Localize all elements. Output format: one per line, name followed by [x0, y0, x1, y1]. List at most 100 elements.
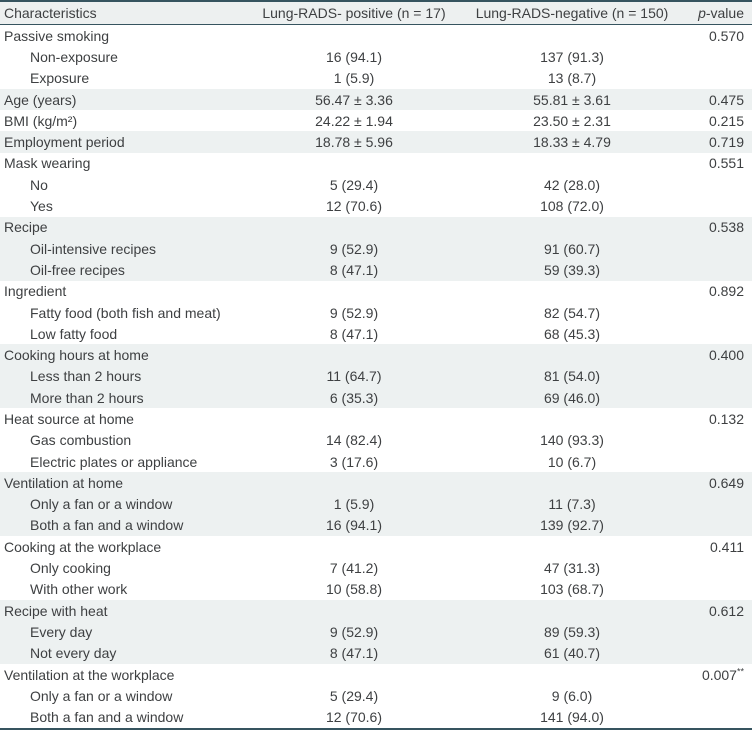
- positive-group-value-cell: [248, 600, 460, 622]
- negative-group-value-cell: 61 (40.7): [460, 642, 684, 664]
- negative-group-value-cell: [460, 344, 684, 366]
- pvalue-cell: 0.215: [708, 112, 744, 129]
- table-row-subcategory: Less than 2 hours 11 (64.7) 81 (54.0): [0, 365, 752, 388]
- table-row-characteristic: Ingredient 0.892: [0, 281, 752, 302]
- table-row-subcategory: Electric plates or appliance 3 (17.6) 10 (…: [0, 451, 752, 472]
- positive-group-value-cell: 10 (58.8): [325, 581, 383, 598]
- pvalue-cell: [684, 237, 752, 260]
- pvalue-cell: [684, 493, 752, 515]
- negative-group-value-cell: 59 (39.3): [460, 259, 684, 281]
- characteristic-cell: BMI (kg/m²): [4, 112, 78, 129]
- negative-group-value-cell: 69 (46.0): [460, 387, 684, 409]
- pvalue-cell: [684, 365, 752, 388]
- table-row-characteristic: Cooking at the workplace 0.411: [0, 536, 752, 557]
- negative-group-value-cell: 13 (8.7): [547, 70, 597, 87]
- characteristic-cell: Heat source at home: [4, 410, 134, 427]
- characteristic-cell: No: [30, 176, 48, 193]
- positive-group-value-cell: 14 (82.4): [325, 432, 383, 449]
- characteristic-cell: Oil-intensive recipes: [0, 237, 248, 260]
- characteristic-cell: Cooking at the workplace: [4, 538, 162, 555]
- negative-group-value-cell: [460, 25, 684, 47]
- characteristic-cell: Only a fan or a window: [0, 493, 248, 515]
- positive-group-value-cell: 8 (47.1): [248, 642, 460, 664]
- characteristic-cell: With other work: [30, 581, 128, 598]
- table-row-subcategory: Only a fan or a window 1 (5.9) 11 (7.3): [0, 493, 752, 515]
- negative-group-value-cell: 108 (72.0): [540, 198, 604, 215]
- table-row-subcategory: Non-exposure 16 (94.1) 137 (91.3): [0, 46, 752, 67]
- table-row-subcategory: Every day 9 (52.9) 89 (59.3): [0, 621, 752, 643]
- pvalue-cell: [684, 323, 752, 344]
- characteristic-cell: Low fatty food: [30, 325, 118, 342]
- table-row-characteristic: Passive smoking 0.570: [0, 25, 752, 47]
- characteristic-cell: Less than 2 hours: [0, 365, 248, 388]
- positive-group-value-cell: [248, 536, 460, 557]
- characteristic-cell: Every day: [0, 621, 248, 643]
- positive-group-value-cell: [248, 344, 460, 366]
- positive-group-value-cell: [248, 25, 460, 47]
- table-row-characteristic: Recipe with heat 0.612: [0, 600, 752, 622]
- pvalue-cell: [684, 685, 752, 706]
- positive-group-value-cell: 8 (47.1): [248, 259, 460, 281]
- pvalue-cell: 0.538: [684, 216, 752, 238]
- characteristic-cell: Ventilation at home: [0, 472, 248, 494]
- col-header-characteristics: Characteristics: [0, 2, 248, 25]
- negative-group-value-cell: 23.50 ± 2.31: [533, 112, 611, 129]
- table-row-characteristic: Age (years) 56.47 ± 3.36 55.81 ± 3.61 0.475: [0, 88, 752, 111]
- pvalue-cell: 0.551: [708, 155, 744, 172]
- table-row-characteristic: Ventilation at home 0.649: [0, 472, 752, 494]
- characteristic-cell: Passive smoking: [4, 27, 110, 44]
- pvalue-cell: 0.612: [684, 600, 752, 622]
- negative-group-value-cell: 140 (93.3): [540, 432, 604, 449]
- positive-group-value-cell: 1 (5.9): [333, 70, 375, 87]
- positive-group-value-cell: 12 (70.6): [325, 198, 383, 215]
- characteristic-cell: Recipe: [0, 216, 248, 238]
- negative-group-value-cell: 139 (92.7): [460, 514, 684, 537]
- characteristic-cell: More than 2 hours: [0, 387, 248, 409]
- table-row-subcategory: With other work 10 (58.8) 103 (68.7): [0, 579, 752, 600]
- negative-group-value-cell: [460, 600, 684, 622]
- negative-group-value-cell: 55.81 ± 3.61: [460, 88, 684, 111]
- negative-group-value-cell: 81 (54.0): [460, 365, 684, 388]
- positive-group-value-cell: 1 (5.9): [248, 493, 460, 515]
- positive-group-value-cell: 56.47 ± 3.36: [248, 88, 460, 111]
- positive-group-value-cell: 6 (35.3): [248, 387, 460, 409]
- negative-group-value-cell: 11 (7.3): [460, 493, 684, 515]
- pvalue-cell: 0.475: [684, 88, 752, 111]
- negative-group-value-cell: 89 (59.3): [460, 621, 684, 643]
- characteristic-cell: Recipe with heat: [0, 600, 248, 622]
- positive-group-value-cell: 18.78 ± 5.96: [248, 131, 460, 153]
- characteristic-cell: Non-exposure: [30, 48, 118, 65]
- negative-group-value-cell: [460, 216, 684, 238]
- negative-group-value-cell: 68 (45.3): [543, 325, 601, 342]
- characteristic-cell: Gas combustion: [30, 432, 132, 449]
- characteristic-cell: Only a fan or a window: [30, 687, 173, 704]
- negative-group-value-cell: 18.33 ± 4.79: [460, 131, 684, 153]
- table-row-characteristic: Ventilation at the workplace 0.007**: [0, 664, 752, 685]
- pvalue-header-rest: -value: [705, 5, 744, 21]
- characteristic-cell: Yes: [30, 198, 53, 215]
- table-row-subcategory: Only a fan or a window 5 (29.4) 9 (6.0): [0, 685, 752, 706]
- pvalue-cell: [684, 46, 752, 67]
- positive-group-value-cell: 16 (94.1): [325, 48, 383, 65]
- positive-group-value-cell: 5 (29.4): [329, 687, 379, 704]
- table-row-characteristic: Employment period 18.78 ± 5.96 18.33 ± 4.7…: [0, 131, 752, 153]
- pvalue-header-italic-p: p: [698, 5, 706, 21]
- positive-group-value-cell: 5 (29.4): [329, 176, 379, 193]
- positive-group-value-cell: 3 (17.6): [329, 453, 379, 470]
- negative-group-value-cell: [460, 281, 684, 302]
- negative-group-value-cell: 82 (54.7): [543, 304, 601, 321]
- positive-group-value-cell: [248, 281, 460, 302]
- pvalue-cell: 0.400: [684, 344, 752, 366]
- table-row-characteristic: Heat source at home 0.132: [0, 408, 752, 429]
- pvalue-cell: 0.719: [684, 131, 752, 153]
- table-row-subcategory: No 5 (29.4) 42 (28.0): [0, 174, 752, 195]
- negative-group-value-cell: 103 (68.7): [540, 581, 604, 598]
- characteristic-cell: Both a fan and a window: [30, 709, 184, 726]
- positive-group-value-cell: 24.22 ± 1.94: [315, 112, 393, 129]
- pvalue-cell: [684, 430, 752, 451]
- pvalue-cell: 0.892: [708, 283, 744, 300]
- pvalue-cell: [684, 302, 752, 323]
- positive-group-value-cell: [248, 664, 460, 685]
- table-row-subcategory: Exposure 1 (5.9) 13 (8.7): [0, 68, 752, 89]
